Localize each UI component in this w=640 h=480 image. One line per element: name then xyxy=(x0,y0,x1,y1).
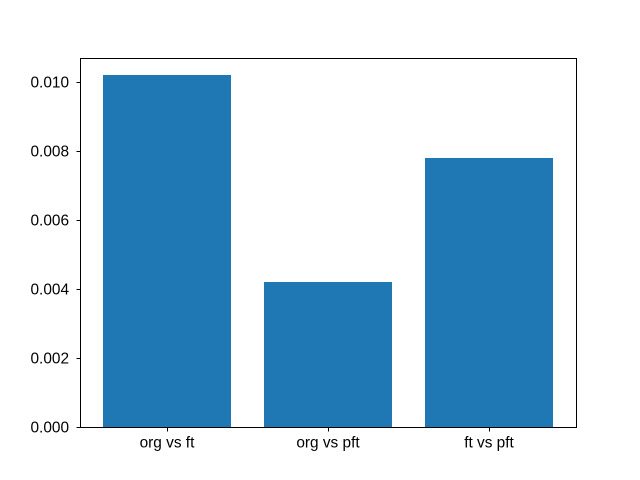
svg-text:org vs pft: org vs pft xyxy=(296,435,360,452)
svg-text:0.010: 0.010 xyxy=(30,75,69,92)
svg-text:0.008: 0.008 xyxy=(30,144,69,161)
svg-text:org vs ft: org vs ft xyxy=(140,435,195,452)
svg-text:ft vs pft: ft vs pft xyxy=(464,435,514,452)
svg-text:0.000: 0.000 xyxy=(30,420,69,437)
svg-text:0.002: 0.002 xyxy=(30,351,69,368)
svg-text:0.006: 0.006 xyxy=(30,213,69,230)
svg-text:0.004: 0.004 xyxy=(30,282,69,299)
